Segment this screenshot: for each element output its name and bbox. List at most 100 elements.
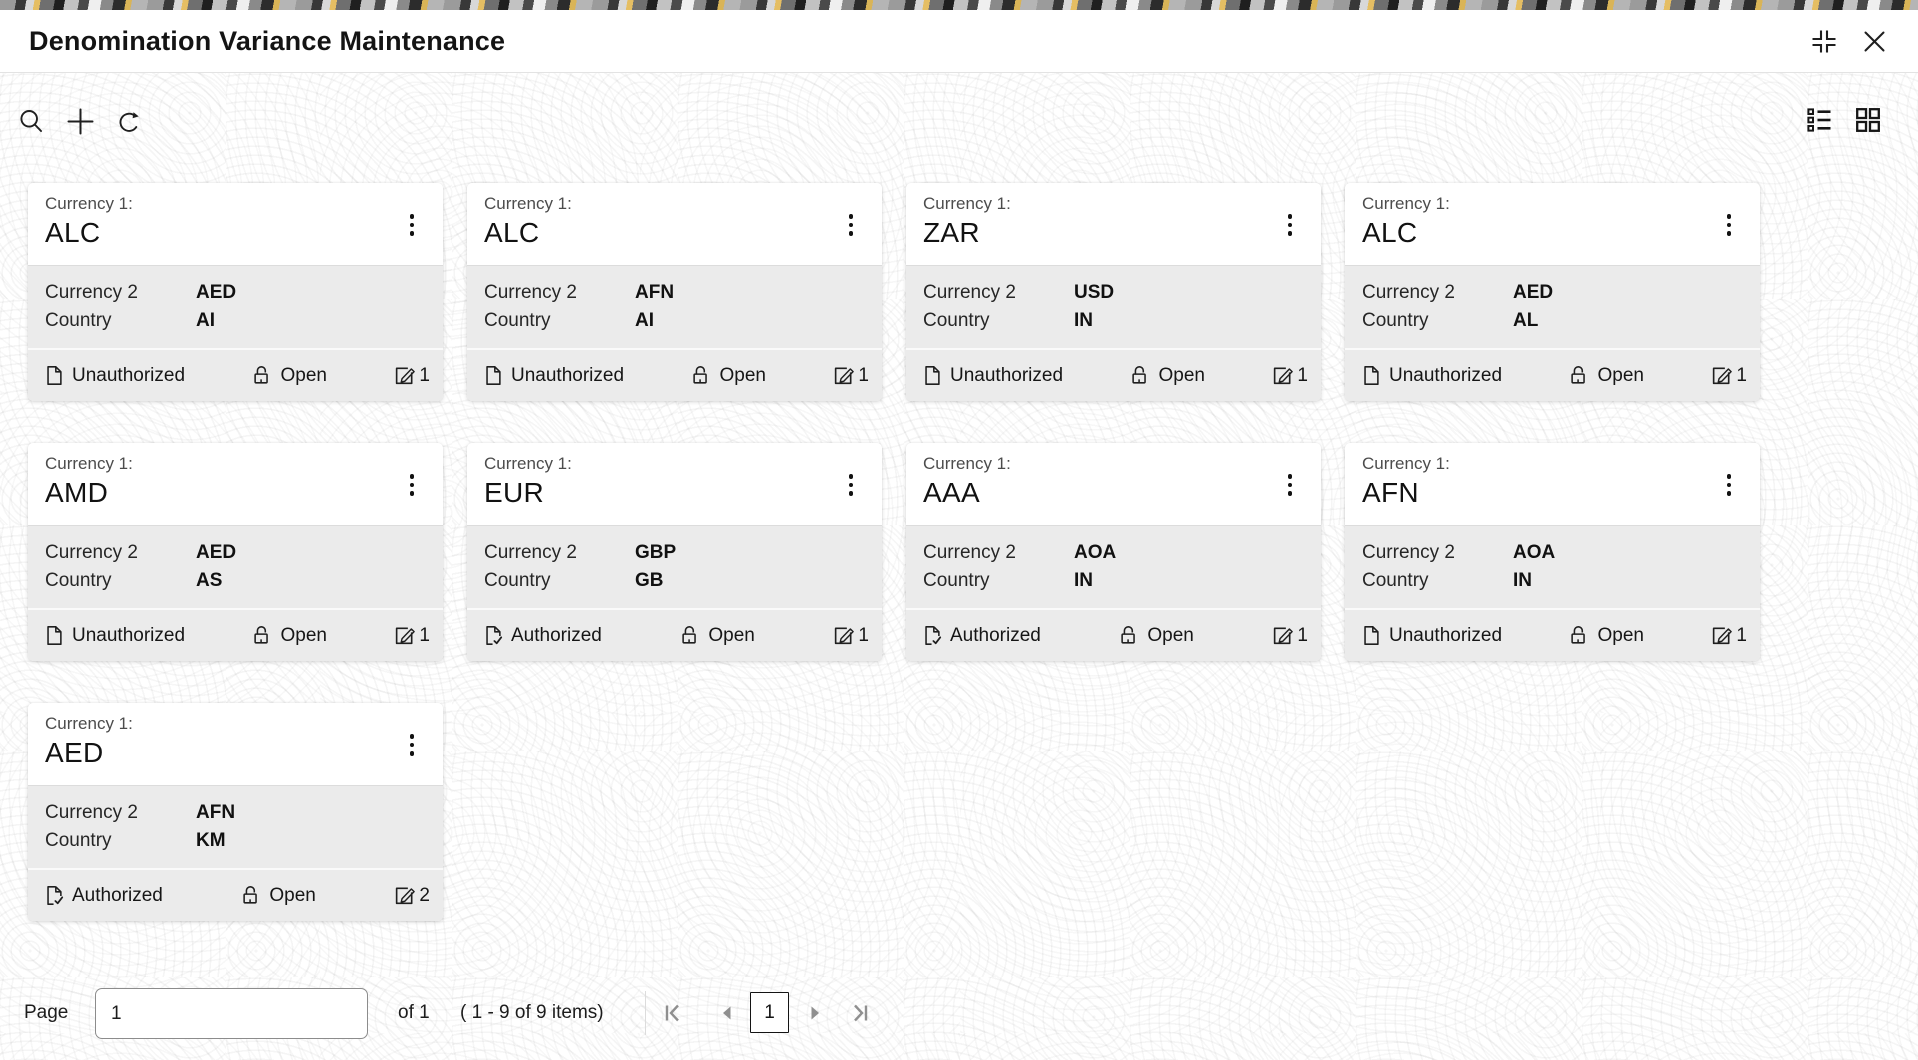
card-header: Currency 1: AAA [906,443,1321,525]
authorization-status-text: Authorized [950,624,1041,646]
kebab-menu-button[interactable] [399,728,425,762]
record-status-text: Open [1597,624,1644,646]
modification-count: 1 [1710,364,1747,387]
currency1-label: Currency 1: [1362,194,1450,213]
page-input[interactable] [95,988,368,1039]
modification-count-text: 2 [419,884,430,906]
window-controls [1809,10,1886,73]
card-header: Currency 1: AED [28,703,443,785]
card-details: Currency 2 USD Country IN [906,265,1321,348]
open-lock-icon [254,366,269,384]
country-label: Country [923,310,990,331]
card-details: Currency 2 AOA Country IN [906,525,1321,608]
desktop-background-strip [0,0,1918,10]
record-status: Open [251,364,327,387]
card-status-bar: Unauthorized Open 1 [28,608,443,661]
country-label: Country [1362,310,1429,331]
edit-count-icon [1713,367,1733,385]
kebab-menu-button[interactable] [838,468,864,502]
currency1-value: AMD [45,477,109,508]
record-status: Open [1568,364,1644,387]
close-button[interactable] [1863,30,1886,53]
items-range: ( 1 - 9 of 9 items) [460,1002,604,1023]
kebab-menu-icon [1287,474,1293,479]
modification-count-text: 1 [858,624,869,646]
page-label: Page [24,1002,69,1023]
current-page-indicator[interactable]: 1 [750,992,789,1033]
authorization-status: Unauthorized [1360,624,1502,647]
kebab-menu-button[interactable] [399,468,425,502]
first-page-button[interactable] [659,985,689,1041]
authorization-status: Unauthorized [1360,364,1502,387]
country-label: Country [1362,570,1429,591]
kebab-menu-button[interactable] [1277,208,1303,242]
open-lock-icon [1571,626,1586,644]
authorized-doc-icon [486,626,503,645]
edit-count-icon [835,367,855,385]
currency1-value: ALC [45,217,101,248]
card-details: Currency 2 AFN Country AI [467,265,882,348]
search-button[interactable] [18,108,45,136]
kebab-menu-button[interactable] [838,208,864,242]
kebab-menu-button[interactable] [399,208,425,242]
previous-page-icon [723,1006,731,1020]
record-status-text: Open [708,624,755,646]
kebab-menu-button[interactable] [1277,468,1303,502]
last-page-button[interactable] [844,985,874,1041]
collapse-button[interactable] [1809,27,1839,56]
record-status-text: Open [280,364,327,386]
kebab-menu-icon [409,214,415,219]
kebab-menu-button[interactable] [1716,208,1742,242]
grid-view-button[interactable] [1854,106,1882,134]
card-header: Currency 1: AMD [28,443,443,525]
grid-view-icon [1856,108,1880,132]
edit-count-icon [396,887,416,905]
previous-page-button[interactable] [712,985,742,1041]
next-page-button[interactable] [800,985,830,1041]
card-status-bar: Unauthorized Open 1 [467,348,882,401]
open-lock-icon [682,626,697,644]
currency2-value: GBP [635,542,677,563]
edit-count-icon [1274,627,1294,645]
currency1-label: Currency 1: [1362,454,1450,473]
kebab-menu-icon [1726,214,1732,219]
modification-count-text: 1 [858,364,869,386]
record-card: Currency 1: AED Currency 2 AFN Country K… [28,703,443,921]
pagination-bar: Page of 1 ( 1 - 9 of 9 items) 1 [0,985,1918,1041]
authorized-doc-icon [925,626,942,645]
country-value: AI [196,310,215,331]
currency2-value: AED [196,542,237,563]
currency1-label: Currency 1: [923,194,1011,213]
country-value: AL [1513,310,1539,331]
refresh-button[interactable] [116,108,143,136]
toolbar-left [18,106,143,137]
authorization-status-text: Unauthorized [1389,624,1503,646]
card-status-bar: Authorized Open 1 [467,608,882,661]
add-button[interactable] [65,106,96,137]
content-area: Currency 1: ALC Currency 2 AED Country A… [0,73,1918,1060]
record-status: Open [1118,624,1194,647]
modification-count: 1 [1710,624,1747,647]
authorization-status: Authorized [43,884,163,907]
open-lock-icon [1571,366,1586,384]
modification-count-text: 1 [1297,364,1308,386]
currency2-value: AFN [196,802,236,823]
kebab-menu-icon [1287,214,1293,219]
currency1-value: AAA [923,477,980,508]
collapse-icon [1812,30,1836,53]
unauthorized-doc-icon [1364,366,1379,385]
card-header: Currency 1: ALC [1345,183,1760,265]
open-lock-icon [254,626,269,644]
kebab-menu-icon [409,734,415,739]
edit-count-icon [396,367,416,385]
kebab-menu-button[interactable] [1716,468,1742,502]
record-status: Open [690,364,766,387]
modification-count: 1 [1271,624,1308,647]
currency2-label: Currency 2 [1362,542,1455,563]
list-view-button[interactable] [1805,106,1834,134]
card-grid: Currency 1: ALC Currency 2 AED Country A… [28,183,1760,921]
pagination-divider [645,991,646,1035]
card-status-bar: Unauthorized Open 1 [1345,608,1760,661]
country-value: IN [1513,570,1532,591]
record-status: Open [679,624,755,647]
